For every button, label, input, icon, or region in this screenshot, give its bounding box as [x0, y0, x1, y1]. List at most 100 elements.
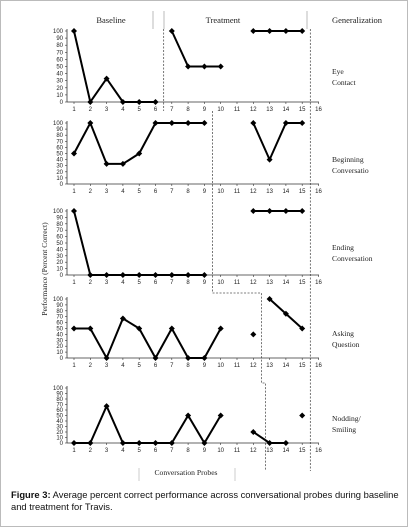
panel-1-x-tick-label-13: 13 [266, 107, 273, 113]
panel-3-y-tick-label-40: 40 [56, 247, 63, 253]
panel-4-data-point-2 [87, 325, 94, 332]
panel-3-data-point-7 [168, 272, 175, 278]
panel-2-y-tick-label-50: 50 [56, 152, 63, 158]
panel-1-data-point-14 [282, 28, 289, 34]
phase-line-baseline-treatment-3 [212, 292, 266, 471]
panel-5-data-point-3 [103, 403, 110, 410]
panel-4-x-tick-label-14: 14 [283, 363, 290, 369]
panel-2-y-tick-label-100: 100 [53, 121, 64, 127]
panel-5-y-tick-label-100: 100 [53, 386, 64, 392]
panel-2-y-tick-label-10: 10 [56, 176, 63, 182]
panel-2-label-line-2: Conversatio [332, 166, 369, 175]
panel-1-y-tick-label-60: 60 [56, 57, 63, 63]
y-axis-label: Performance (Percent Correct) [40, 222, 49, 316]
panel-4-y-tick-label-30: 30 [56, 338, 63, 344]
panel-3-data-point-14 [282, 208, 289, 214]
panel-5-data-point-8 [185, 412, 192, 419]
panel-4-y-tick-label-0: 0 [60, 356, 64, 362]
panel-3-y-tick-label-70: 70 [56, 228, 63, 234]
panel-4-y-tick-label-100: 100 [53, 297, 64, 303]
panel-2-series-line-1 [73, 120, 205, 165]
panel-1-x-tick-label-9: 9 [203, 107, 207, 113]
panel-5-label-line-2: Smiling [332, 425, 356, 434]
panel-2-label-line-1: Beginning [332, 155, 364, 164]
panel-4-y-tick-label-10: 10 [56, 350, 63, 356]
panel-1-series-line-2 [170, 30, 221, 68]
panel-5-label-line-1: Nodding/ [332, 414, 362, 423]
panel-1-data-point-10 [217, 63, 224, 70]
panel-1-label-line-1: Eye [332, 67, 344, 76]
panel-2-data-point-9 [201, 120, 208, 126]
panel-5-data-point-5 [136, 440, 143, 446]
panel-2-x-tick-label-5: 5 [138, 189, 142, 195]
panel-4-x-tick-label-10: 10 [217, 363, 224, 369]
panel-5-x-tick-label-15: 15 [299, 448, 306, 454]
panel-3-series-line-1 [73, 210, 205, 276]
panel-1-data-point-8 [185, 63, 192, 70]
panel-3-data-point-4 [119, 272, 126, 278]
panel-2-data-point-4 [119, 160, 126, 167]
panel-2-x-tick-label-6: 6 [154, 189, 158, 195]
panel-4-x-tick-label-1: 1 [72, 363, 76, 369]
panel-1-data-point-3 [103, 75, 110, 82]
panel-3-y-tick-label-60: 60 [56, 235, 63, 241]
panel-2-x-tick-label-12: 12 [250, 189, 257, 195]
panel-5-data-point-2 [87, 440, 94, 446]
panel-5-data-point-4 [119, 440, 126, 446]
panel-3-y-tick-label-80: 80 [56, 222, 63, 228]
panel-3-data-point-3 [103, 272, 110, 278]
panel-2-y-tick-label-30: 30 [56, 164, 63, 170]
panel-5-data-point-10 [217, 412, 224, 419]
panel-5-y-tick-label-30: 30 [56, 425, 63, 431]
panel-2-data-point-12 [250, 120, 257, 126]
panel-3-x-tick-label-10: 10 [217, 280, 224, 286]
panel-1-x-tick-label-3: 3 [105, 107, 109, 113]
panel-1-x-tick-label-16: 16 [315, 107, 322, 113]
panel-3-data-point-12 [250, 208, 257, 214]
panel-1-x-tick-label-15: 15 [299, 107, 306, 113]
panel-2-data-point-5 [136, 150, 143, 157]
panel-2-data-point-7 [168, 120, 175, 126]
panel-3-x-tick-label-11: 11 [234, 280, 241, 286]
panel-3-data-point-5 [136, 272, 143, 278]
panel-3-data-point-8 [185, 272, 192, 278]
panel-4-x-tick-label-16: 16 [315, 363, 322, 369]
panel-4-data-point-10 [217, 325, 224, 332]
x-axis-label: Conversation Probes [154, 468, 217, 477]
panel-4-data-point-9 [201, 355, 208, 361]
panel-4-y-tick-label-50: 50 [56, 327, 63, 333]
panel-1-series-line-1 [73, 30, 156, 105]
panel-3-y-tick-label-100: 100 [53, 209, 64, 215]
panel-3-data-point-9 [201, 272, 208, 278]
panel-4-series-line-1 [74, 317, 222, 361]
panel-1-y-tick-label-20: 20 [56, 86, 63, 92]
panel-2-x-tick-label-2: 2 [89, 189, 93, 195]
panel-3-y-tick-label-30: 30 [56, 254, 63, 260]
panel-4-data-point-14 [282, 310, 289, 317]
panel-3-x-tick-label-14: 14 [283, 280, 290, 286]
panel-5-y-tick-label-0: 0 [60, 441, 64, 447]
panel-1-x-tick-label-12: 12 [250, 107, 257, 113]
panel-1-x-tick-label-11: 11 [234, 107, 241, 113]
panel-2-x-tick-label-7: 7 [170, 189, 174, 195]
panel-4-x-tick-label-3: 3 [105, 363, 109, 369]
panel-1-data-point-9 [201, 63, 208, 70]
panel-4-label-line-2: Question [332, 340, 360, 349]
panel-1-y-tick-label-40: 40 [56, 72, 63, 78]
panel-1-data-point-7 [168, 28, 175, 34]
panel-5-x-tick-label-10: 10 [217, 448, 224, 454]
panel-4-y-tick-label-80: 80 [56, 309, 63, 315]
panel-5-x-tick-label-13: 13 [266, 448, 273, 454]
phase-label-2: Treatment [206, 15, 241, 25]
panel-5-data-point-7 [168, 440, 175, 446]
panel-5-y-tick-label-80: 80 [56, 397, 63, 403]
panel-4-y-tick-label-90: 90 [56, 303, 63, 309]
panel-5-y-tick-label-40: 40 [56, 419, 63, 425]
panel-4-data-point-3 [103, 355, 110, 361]
panel-3-y-tick-label-50: 50 [56, 241, 63, 247]
panel-5-x-tick-label-7: 7 [170, 448, 174, 454]
panel-4-x-tick-label-9: 9 [203, 363, 207, 369]
panel-5-data-point-14 [282, 440, 289, 446]
panel-4-x-tick-label-5: 5 [138, 363, 142, 369]
caption-text: Average percent correct performance acro… [11, 489, 399, 512]
